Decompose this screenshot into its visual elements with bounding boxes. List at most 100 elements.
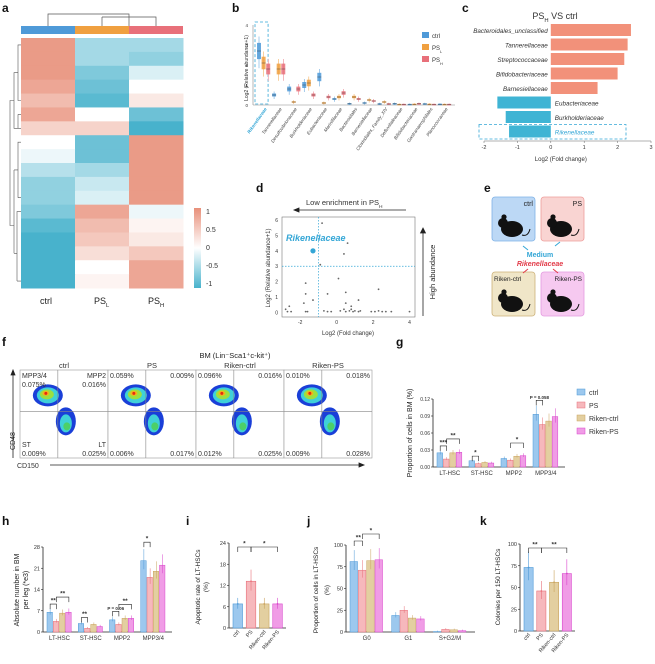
j-bar-riken-ps [416,618,425,633]
g-significance-bracket [471,455,479,462]
heatmap-cell [129,246,184,261]
g-bar-riken-ps [519,455,527,468]
d-point [370,310,373,313]
d-point [390,310,393,313]
heatmap-column-label: ctrl [40,296,52,306]
j-y-axis-label-unit: (%) [324,585,331,595]
mouse-tail [570,228,580,236]
d-point [344,310,347,313]
h-bar-ps [115,624,122,633]
heatmap-cell [21,204,76,220]
j-y-tick: 75 [337,565,343,571]
heatmap-cell [21,163,76,178]
c-x-tick: 2 [616,145,619,151]
b-y-tick: 1 [245,83,248,88]
j-bar-ps [358,569,367,633]
d-point [284,308,287,311]
k-y-tick: 100 [508,542,517,548]
f-density-peak [44,391,48,395]
d-point [319,263,322,266]
c-category-label: Bacteroidales_unclassified [473,28,548,35]
d-y-tick: 5 [275,233,278,239]
panel-label-e: e [484,181,491,195]
heatmap-cell [75,246,130,261]
dendrogram-line [47,13,157,26]
i-significance-label: * [243,541,246,548]
i-category-label: PS [245,629,255,639]
d-point [357,299,360,301]
mouse-ear [550,289,556,295]
g-legend-label: Riken-ctrl [589,416,619,423]
heatmap-cell [21,121,76,136]
f-y-arrow-icon [10,368,16,458]
h-bar-riken-ps [65,612,72,633]
j-significance-bracket [353,540,363,546]
heatmap-cell [129,190,184,206]
f-quadrant-value: 0.025% [258,451,282,458]
f-quadrant-value: 0.028% [346,451,370,458]
panel-label-h: h [2,514,9,528]
j-category-label: G0 [363,636,372,642]
e-box-ps: PS [540,196,585,242]
f-quadrant-value: 0.018% [346,373,370,380]
h-bar-riken-ctrl [121,618,128,633]
i-data-point [263,603,266,605]
g-significance-bracket [510,442,524,448]
heatmap-column-label: PSH [148,296,164,309]
g-bar-riken-ps [551,416,559,468]
heatmap-column-dendrogram [47,13,157,26]
e-arrow-down-icon [522,268,559,274]
heatmap-cell [129,38,184,53]
e-box-riken-ctrl: Riken-ctrl [491,271,536,317]
d-y-tick: 1 [275,295,278,301]
k-data-point [553,581,555,584]
d-right-annotation: High abundance [428,245,437,300]
heatmap-cell [21,93,76,108]
f-density-peak [308,391,312,395]
f-density-inner [239,422,247,431]
g-significance-label: P = 0.058 [530,395,550,400]
i-significance-bracket [237,546,252,552]
c-category-label: Bifidobacteriaceae [496,72,548,79]
j-y-tick: 0 [340,630,343,636]
k-significance-label: ** [552,542,558,549]
g-category-label: MPP2 [506,471,523,477]
d-point [343,253,345,255]
d-point [353,309,356,312]
panel-label-b: b [232,1,239,15]
f-quadrant-value: 0.075% [22,382,46,389]
mouse-head [498,218,508,228]
g-legend-label: ctrl [589,390,599,397]
heatmap-cell [75,190,130,206]
j-y-tick: 50 [337,587,343,593]
h-y-tick: 7 [37,609,40,615]
g-bar-ctrl [532,414,539,468]
d-x-tick: 0 [335,320,338,326]
heatmap-row-dendrogram [9,44,21,282]
i-y-axis-label: Apoptotic rate of LT-HSCs [195,549,202,625]
f-density-peak [220,391,224,395]
heatmap-cell [75,38,130,53]
f-quadrant-value: 0.009% [170,373,194,380]
d-top-annotation: Low enrichment in PSH [306,198,383,210]
g-y-tick: 0.12 [420,397,430,403]
heatmap-cell [21,218,76,233]
h-bar-ctrl [140,560,147,633]
g-y-tick: 0.00 [420,465,430,471]
heatmap-cell [75,121,130,136]
heatmap-cell [129,79,184,95]
heatmap-column-header-PS_H [129,26,183,34]
d-point [343,308,345,311]
h-significance-bracket [81,617,88,623]
colorbar-tick: 1 [206,209,210,216]
panel-label-j: j [306,514,310,528]
heatmap-column-header-ctrl [21,26,75,34]
colorbar-tick: -0.5 [206,263,218,270]
k-y-tick: 75 [511,564,517,570]
k-data-point [565,572,568,575]
h-significance-bracket [56,596,70,603]
d-y-tick: 2 [275,280,278,286]
heatmap-cell [21,260,76,275]
